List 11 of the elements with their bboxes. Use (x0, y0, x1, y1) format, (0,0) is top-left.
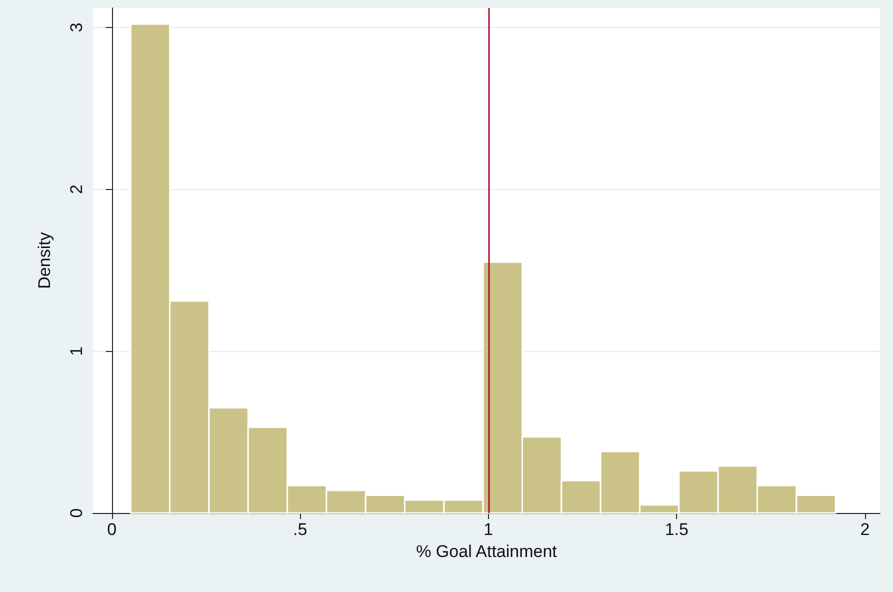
y-tick-label: 1 (67, 346, 86, 356)
y-axis-title: Density (35, 232, 54, 289)
x-tick-label: .5 (293, 520, 308, 539)
x-tick-label: 1 (484, 520, 494, 539)
y-tick-label: 0 (67, 508, 86, 518)
y-tick-label: 3 (67, 22, 86, 32)
y-tick-label: 2 (67, 184, 86, 194)
x-axis-title: % Goal Attainment (416, 542, 558, 561)
x-tick-label: 0 (107, 520, 117, 539)
x-tick-label: 2 (860, 520, 870, 539)
x-tick-label: 1.5 (664, 520, 688, 539)
